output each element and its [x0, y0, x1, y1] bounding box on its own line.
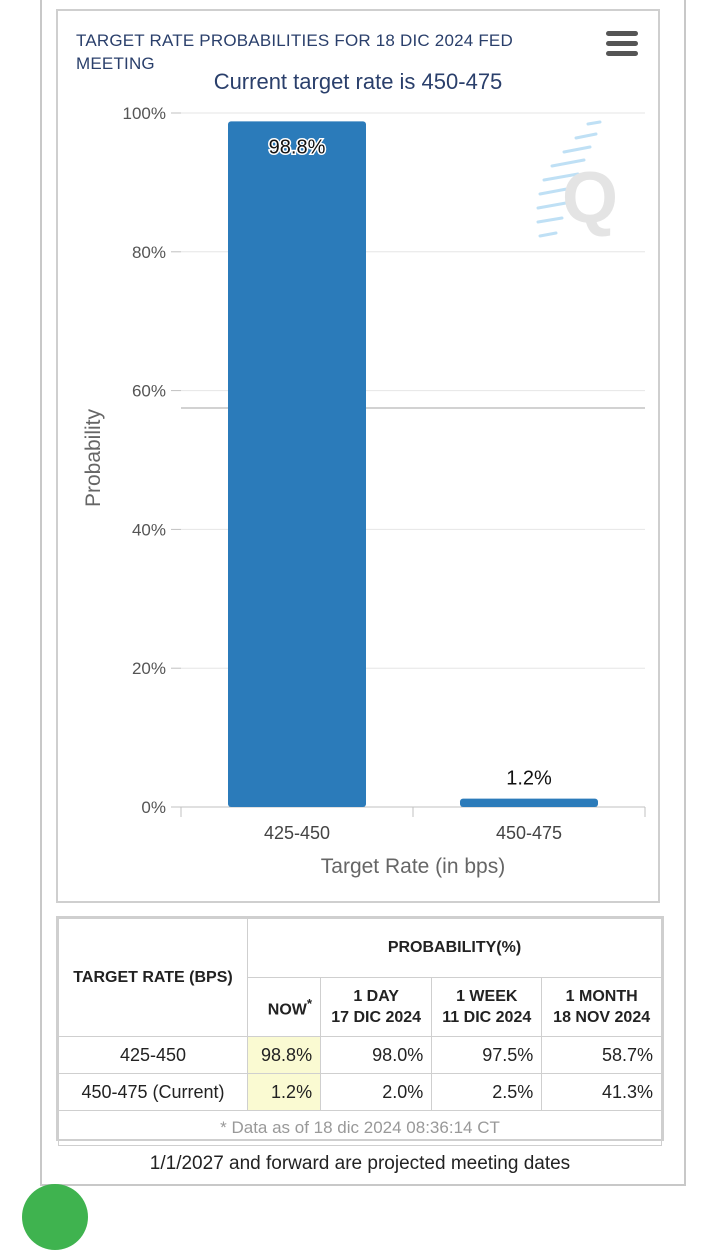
col-now-label: NOW: [268, 1002, 307, 1019]
probability-header: PROBABILITY(%): [248, 919, 662, 978]
floating-action-button[interactable]: [22, 1184, 88, 1250]
col-1day-header: 1 DAY 17 DIC 2024: [321, 978, 432, 1037]
data-timestamp-footnote: * Data as of 18 dic 2024 08:36:14 CT: [59, 1111, 662, 1146]
col-1month-line1: 1 MONTH: [566, 988, 638, 1005]
col-now-header: NOW*: [248, 978, 321, 1037]
y-tick-label: 60%: [132, 382, 166, 401]
bar-data-label: 1.2%: [506, 768, 552, 790]
row-1week-value: 97.5%: [432, 1037, 542, 1074]
y-tick-label: 80%: [132, 243, 166, 262]
x-tick-label: 425-450: [264, 823, 330, 843]
col-1week-line1: 1 WEEK: [456, 988, 517, 1005]
row-now-value: 1.2%: [248, 1074, 321, 1111]
col-1day-line2: 17 DIC 2024: [331, 1009, 421, 1026]
x-axis-ticks: 425-450 450-475: [181, 807, 645, 843]
row-now-value: 98.8%: [248, 1037, 321, 1074]
y-tick-label: 40%: [132, 520, 166, 539]
row-rate: 425-450: [59, 1037, 248, 1074]
probability-table: TARGET RATE (BPS) PROBABILITY(%) NOW* 1 …: [58, 918, 662, 1146]
row-1day-value: 98.0%: [321, 1037, 432, 1074]
bar: [228, 121, 366, 807]
bar: [460, 799, 598, 807]
row-1week-value: 2.5%: [432, 1074, 542, 1111]
y-tick-label: 20%: [132, 659, 166, 678]
x-axis-label: Target Rate (in bps): [321, 855, 505, 878]
bars: 98.8% 1.2%: [228, 121, 598, 807]
col-now-marker: *: [307, 996, 312, 1011]
col-1month-line2: 18 NOV 2024: [553, 1009, 650, 1026]
col-1month-header: 1 MONTH 18 NOV 2024: [542, 978, 662, 1037]
y-axis-ticks: 0% 20% 40% 60% 80% 100%: [123, 104, 181, 817]
y-axis-label: Probability: [82, 408, 105, 507]
col-1day-line1: 1 DAY: [353, 988, 399, 1005]
row-1day-value: 2.0%: [321, 1074, 432, 1111]
row-1month-value: 58.7%: [542, 1037, 662, 1074]
q-logo-icon: Q: [538, 122, 618, 238]
row-rate: 450-475 (Current): [59, 1074, 248, 1111]
y-tick-label: 0%: [141, 798, 166, 817]
q-logo-letter: Q: [562, 158, 618, 238]
table-row: 450-475 (Current) 1.2% 2.0% 2.5% 41.3%: [59, 1074, 662, 1111]
bar-data-label: 98.8%: [269, 136, 326, 158]
y-tick-label: 100%: [123, 104, 166, 123]
col-1week-line2: 11 DIC 2024: [442, 1009, 531, 1026]
probability-bar-chart: Q 0% 20% 40% 60% 80% 100% 98.8% 1.2% 425-450 45…: [0, 0, 720, 900]
projected-dates-note: 1/1/2027 and forward are projected meeti…: [0, 1153, 720, 1175]
col-1week-header: 1 WEEK 11 DIC 2024: [432, 978, 542, 1037]
frame-bottom-border: [40, 1184, 686, 1186]
row-1month-value: 41.3%: [542, 1074, 662, 1111]
x-tick-label: 450-475: [496, 823, 562, 843]
target-rate-header: TARGET RATE (BPS): [59, 919, 248, 1037]
probability-table-panel: TARGET RATE (BPS) PROBABILITY(%) NOW* 1 …: [56, 916, 664, 1141]
table-row: 425-450 98.8% 98.0% 97.5% 58.7%: [59, 1037, 662, 1074]
